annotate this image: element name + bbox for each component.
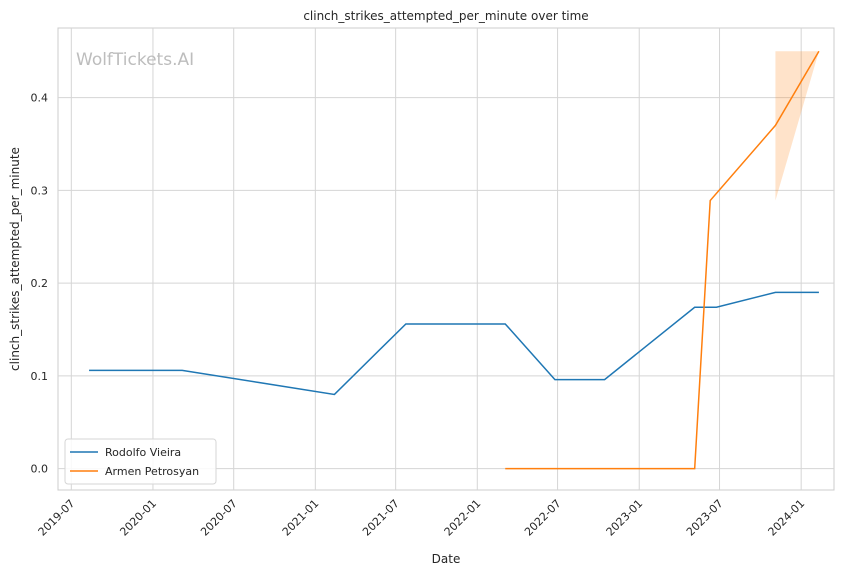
legend-frame bbox=[64, 438, 217, 485]
chart-title: clinch_strikes_attempted_per_minute over… bbox=[303, 9, 588, 23]
x-tick-label: 2021-07 bbox=[360, 497, 402, 539]
x-tick-label: 2023-07 bbox=[684, 497, 726, 539]
series-line-1 bbox=[89, 291, 819, 396]
series-line-2 bbox=[505, 50, 820, 470]
watermark: WolfTickets.AI bbox=[76, 50, 194, 70]
confidence-bands bbox=[775, 51, 819, 201]
x-tick-label: 2020-01 bbox=[117, 497, 159, 539]
y-tick-label: 0.2 bbox=[31, 277, 49, 290]
x-tick-label: 2023-01 bbox=[604, 497, 646, 539]
x-tick-label: 2020-07 bbox=[198, 497, 240, 539]
y-axis-title: clinch_strikes_attempted_per_minute bbox=[8, 147, 22, 371]
x-tick-label: 2024-01 bbox=[766, 497, 808, 539]
x-axis-title: Date bbox=[432, 552, 461, 566]
legend-label-2: Armen Petrosyan bbox=[105, 465, 199, 478]
y-axis-ticks: 0.0 0.1 0.2 0.3 0.4 bbox=[31, 92, 49, 476]
legend-label-1: Rodolfo Vieira bbox=[105, 446, 181, 459]
x-tick-label: 2019-07 bbox=[36, 497, 78, 539]
y-tick-label: 0.4 bbox=[31, 92, 49, 105]
x-tick-label: 2022-07 bbox=[522, 497, 564, 539]
x-tick-label: 2022-01 bbox=[442, 497, 484, 539]
y-tick-label: 0.3 bbox=[31, 184, 49, 197]
legend: Rodolfo Vieira Armen Petrosyan bbox=[64, 438, 217, 485]
y-tick-label: 0.1 bbox=[31, 370, 49, 383]
series-lines bbox=[89, 50, 820, 470]
x-tick-label: 2021-01 bbox=[280, 497, 322, 539]
confidence-band-2 bbox=[775, 51, 819, 201]
x-axis-ticks: 2019-07 2020-01 2020-07 2021-01 2021-07 2022-… bbox=[36, 497, 808, 539]
grid bbox=[58, 28, 834, 490]
plot-area bbox=[57, 27, 835, 491]
y-tick-label: 0.0 bbox=[31, 463, 49, 476]
